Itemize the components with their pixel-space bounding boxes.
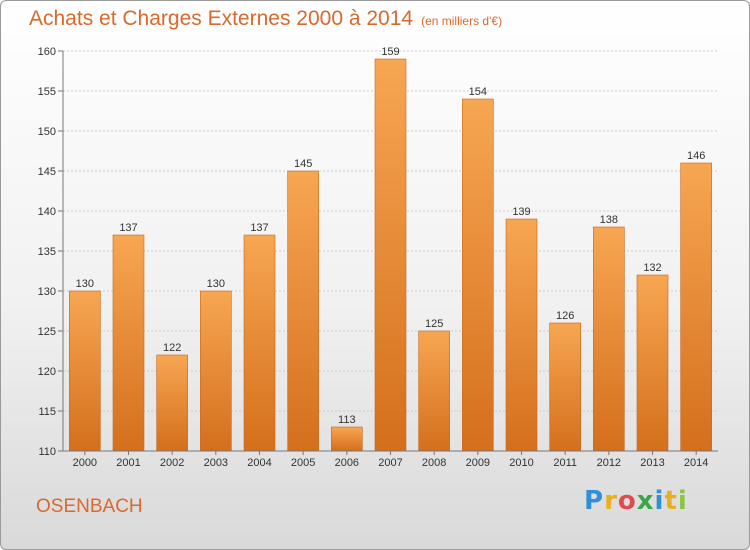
y-tick-label: 135 [38, 246, 56, 258]
x-tick-label: 2009 [466, 457, 490, 469]
x-tick-label: 2000 [73, 457, 97, 469]
y-tick-label: 160 [38, 46, 56, 58]
bars: 130 137 122 130 137 145 113 159 125 154 139 126 138 1… [69, 46, 712, 452]
bar-value-label: 126 [556, 310, 574, 322]
bar [200, 290, 232, 452]
bar-value-label: 132 [643, 262, 661, 274]
y-tick-label: 150 [38, 126, 56, 138]
bar [156, 354, 188, 452]
x-tick-label: 2006 [335, 457, 359, 469]
bar [549, 322, 581, 452]
bar [331, 426, 363, 452]
bar [680, 162, 712, 452]
chart-title: Achats et Charges Externes 2000 à 2014 [29, 7, 414, 30]
x-tick-label: 2011 [553, 457, 577, 469]
bar-value-label: 130 [76, 278, 94, 290]
bar-value-label: 146 [687, 150, 705, 162]
bar-value-label: 122 [163, 342, 181, 354]
x-tick-label: 2010 [509, 457, 533, 469]
x-tick-label: 2007 [378, 457, 402, 469]
bar-value-label: 113 [338, 414, 356, 426]
x-tick-label: 2003 [204, 457, 228, 469]
y-tick-label: 140 [38, 206, 56, 218]
axes: 110 115 120 125 130 135 140 145 150 155 160 2000 200… [38, 46, 718, 469]
bar [287, 170, 319, 452]
y-tick-label: 125 [38, 326, 56, 338]
y-tick-label: 120 [38, 366, 56, 378]
x-tick-label: 2013 [640, 457, 664, 469]
bar [593, 226, 625, 452]
bar-value-label: 130 [207, 278, 225, 290]
bar [243, 234, 276, 452]
chart-unit: (en milliers d'€) [421, 14, 503, 28]
x-tick-label: 2012 [597, 457, 621, 469]
bar [69, 290, 101, 452]
bar [374, 58, 407, 452]
x-tick-label: 2002 [160, 457, 184, 469]
x-tick-label: 2004 [247, 457, 271, 469]
y-tick-label: 115 [38, 406, 56, 418]
x-tick-label: 2005 [291, 457, 315, 469]
bar [418, 330, 450, 452]
proxiti-logo: Proxiti [584, 486, 688, 516]
bar-value-label: 137 [250, 222, 268, 234]
bar-value-label: 138 [600, 214, 618, 226]
bar-value-label: 154 [469, 86, 487, 98]
x-tick-label: 2014 [684, 457, 708, 469]
bar [636, 274, 669, 452]
bar [112, 234, 145, 452]
bar-value-label: 159 [381, 46, 399, 58]
x-tick-label: 2001 [116, 457, 140, 469]
y-tick-label: 155 [38, 86, 56, 98]
x-tick-label: 2008 [422, 457, 446, 469]
bar-value-label: 137 [119, 222, 137, 234]
commune-name: OSENBACH [36, 496, 143, 517]
y-tick-label: 110 [38, 446, 56, 458]
bar-value-label: 145 [294, 158, 312, 170]
bar [505, 218, 538, 452]
chart-title-block: Achats et Charges Externes 2000 à 2014 (e… [29, 7, 502, 31]
bar [462, 98, 494, 452]
y-tick-label: 130 [38, 286, 56, 298]
bar-value-label: 125 [425, 318, 443, 330]
bar-value-label: 139 [512, 206, 530, 218]
y-tick-label: 145 [38, 166, 56, 178]
